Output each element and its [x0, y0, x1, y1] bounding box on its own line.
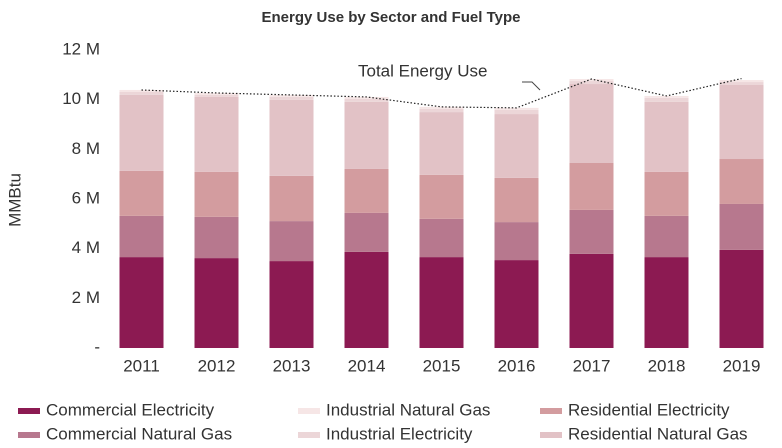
bar-segment — [494, 260, 539, 348]
legend-swatch — [18, 432, 40, 438]
y-tick-label: 10 M — [62, 89, 100, 108]
x-tick-label: 2017 — [573, 356, 611, 375]
bar-segment — [644, 97, 689, 102]
legend-swatch — [298, 432, 320, 438]
y-tick-label: - — [94, 337, 100, 356]
y-tick-label: 6 M — [72, 188, 100, 207]
legend-swatch — [298, 408, 320, 414]
x-tick-label: 2011 — [123, 356, 160, 375]
bar-segment — [644, 171, 689, 216]
bar-segment — [494, 222, 539, 261]
legend-swatch — [540, 408, 562, 414]
bar-segment — [719, 159, 764, 204]
bar-segment — [119, 257, 164, 348]
bar-segment — [344, 98, 389, 102]
bar-segment — [344, 101, 389, 169]
bar-segment — [194, 92, 239, 95]
bar-segment — [494, 114, 539, 178]
y-tick-label: 4 M — [72, 238, 100, 257]
legend-swatch — [18, 408, 40, 414]
bar-segment — [344, 212, 389, 252]
bar-segment — [344, 96, 389, 99]
bar-segment — [194, 258, 239, 348]
y-tick-label: 2 M — [72, 288, 100, 307]
legend-swatch — [540, 432, 562, 438]
bar-segment — [719, 82, 764, 86]
x-tick-label: 2018 — [648, 356, 686, 375]
legend-label: Industrial Electricity — [326, 424, 473, 443]
bar-segment — [269, 261, 314, 348]
bar-segment — [569, 84, 614, 163]
bar-segment — [569, 162, 614, 210]
bar-segment — [269, 175, 314, 222]
y-tick-label: 12 M — [62, 39, 100, 58]
bar-segment — [494, 109, 539, 115]
legend-label: Commercial Natural Gas — [46, 424, 232, 443]
y-axis-label: MMBtu — [5, 173, 24, 227]
bar-segment — [419, 112, 464, 175]
legend-label: Industrial Natural Gas — [326, 400, 490, 419]
legend-label: Residential Natural Gas — [568, 424, 748, 443]
bar-segment — [644, 215, 689, 258]
bar-segment — [119, 91, 164, 95]
bar-segment — [269, 221, 314, 262]
bar-segment — [719, 80, 764, 83]
bar-segment — [644, 257, 689, 348]
bar-segment — [344, 251, 389, 348]
x-tick-label: 2016 — [498, 356, 536, 375]
bar-segment — [569, 253, 614, 348]
bar-segment — [194, 171, 239, 217]
bar-segment — [419, 218, 464, 258]
bar-segment — [119, 94, 164, 171]
bar-segment — [269, 94, 314, 97]
chart-title: Energy Use by Sector and Fuel Type — [262, 9, 521, 26]
bar-segment — [419, 108, 464, 113]
bar-segment — [719, 249, 764, 348]
x-tick-label: 2015 — [423, 356, 461, 375]
bar-segment — [419, 257, 464, 348]
bar-segment — [119, 170, 164, 216]
bar-segment — [719, 203, 764, 250]
x-tick-label: 2019 — [723, 356, 761, 375]
bar-segment — [119, 89, 164, 92]
bar-segment — [494, 177, 539, 223]
bar-segment — [344, 168, 389, 213]
bar-segment — [494, 107, 539, 110]
legend-label: Commercial Electricity — [46, 400, 215, 419]
bar-segment — [194, 96, 239, 172]
annotation-leader — [522, 81, 541, 91]
bar-segment — [419, 106, 464, 109]
bar-segment — [719, 85, 764, 160]
bar-segment — [569, 209, 614, 254]
x-tick-label: 2014 — [348, 356, 386, 375]
bar-segment — [194, 94, 239, 97]
bar-segment — [569, 79, 614, 82]
bar-segment — [119, 215, 164, 258]
bar-segment — [269, 99, 314, 176]
bar-segment — [644, 95, 689, 98]
x-tick-label: 2012 — [198, 356, 236, 375]
y-tick-label: 8 M — [72, 139, 100, 158]
annotation: Total Energy Use — [358, 61, 487, 80]
bar-segment — [269, 96, 314, 100]
bar-segment — [569, 81, 614, 85]
bar-segment — [419, 174, 464, 219]
bar-segment — [644, 101, 689, 172]
bar-segment — [194, 216, 239, 259]
x-tick-label: 2013 — [273, 356, 311, 375]
legend-label: Residential Electricity — [568, 400, 730, 419]
